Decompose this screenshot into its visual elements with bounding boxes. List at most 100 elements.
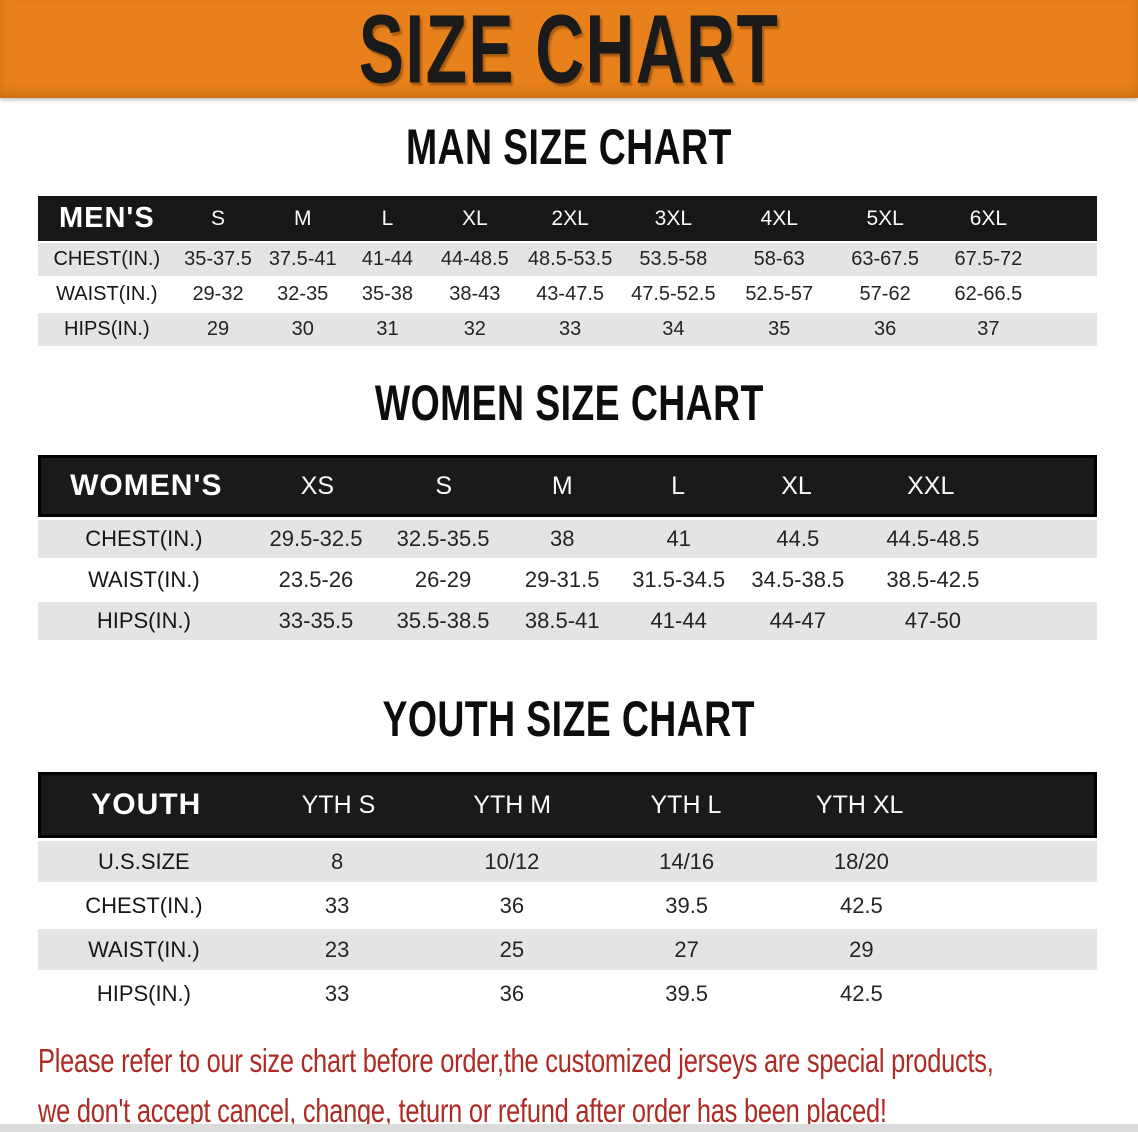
youth-hips-row: HIPS(IN.) 33 36 39.5 42.5 <box>38 973 1097 1014</box>
cell: 37.5-41 <box>268 248 337 270</box>
youth-size-chart-heading: YOUTH SIZE CHART <box>382 691 756 748</box>
row-label: U.S.SIZE <box>98 848 190 874</box>
cell: 47.5-52.5 <box>631 283 716 305</box>
men-waist-row: WAIST(IN.) 29-32 32-35 35-38 38-43 43-47… <box>38 278 1097 311</box>
women-size-header: S <box>435 471 453 500</box>
men-chest-row: CHEST(IN.) 35-37.5 37.5-41 41-44 44-48.5… <box>38 243 1097 276</box>
cell: 42.5 <box>839 980 883 1006</box>
men-size-header: M <box>293 206 312 230</box>
men-size-header: XL <box>461 206 488 230</box>
cell: 36 <box>499 892 525 918</box>
cell: 52.5-57 <box>745 283 814 305</box>
cell: 8 <box>331 848 344 874</box>
women-size-header: L <box>671 471 685 500</box>
cell: 23.5-26 <box>278 567 354 592</box>
cell: 35-37.5 <box>184 248 252 270</box>
cell: 44-48.5 <box>440 248 509 270</box>
youth-size-header: YTH XL <box>815 790 904 819</box>
cell: 63-67.5 <box>851 248 920 270</box>
page-title: SIZE CHART <box>358 0 780 104</box>
cell: 58-63 <box>753 248 805 270</box>
cell: 41 <box>666 526 691 551</box>
cell: 42.5 <box>839 892 883 918</box>
row-label: CHEST(IN.) <box>85 526 203 551</box>
women-size-header: XS <box>300 471 335 500</box>
youth-size-header: YTH M <box>473 790 552 819</box>
cell: 31 <box>376 318 399 340</box>
men-table-header-row: MEN'S S M L XL 2XL 3XL 4XL 5XL 6XL <box>38 196 1097 241</box>
cell: 57-62 <box>859 283 911 305</box>
cell: 38 <box>549 526 575 551</box>
cell: 31.5-34.5 <box>632 567 726 592</box>
men-table-label: MEN'S <box>58 202 155 234</box>
cell: 39.5 <box>665 892 709 918</box>
row-label: HIPS(IN.) <box>64 318 150 340</box>
women-size-header: XL <box>781 471 812 500</box>
cell: 38-43 <box>449 283 501 305</box>
women-chest-row: CHEST(IN.) 29.5-32.5 32.5-35.5 38 41 44.… <box>38 520 1097 558</box>
cell: 29.5-32.5 <box>269 526 363 551</box>
youth-table-header-row: YOUTH YTH S YTH M YTH L YTH XL <box>38 772 1097 838</box>
cell: 41-44 <box>361 248 414 270</box>
youth-table-label: YOUTH <box>91 788 202 821</box>
youth-size-header: YTH S <box>301 790 376 819</box>
cell: 23 <box>324 936 350 962</box>
row-label: HIPS(IN.) <box>96 980 191 1006</box>
cell: 29-32 <box>192 283 244 305</box>
women-table-header-row: WOMEN'S XS S M L XL XXL <box>38 455 1097 517</box>
cell: 29 <box>849 936 874 962</box>
cell: 44.5 <box>776 526 820 551</box>
cell: 34.5-38.5 <box>751 567 845 592</box>
row-label: WAIST(IN.) <box>88 936 200 962</box>
cell: 32.5-35.5 <box>396 526 490 551</box>
row-label: WAIST(IN.) <box>56 283 158 305</box>
cell: 27 <box>674 936 699 962</box>
youth-size-header: YTH L <box>650 790 722 819</box>
row-label: CHEST(IN.) <box>53 248 161 270</box>
cell: 53.5-58 <box>639 248 708 270</box>
cell: 37 <box>977 318 1000 340</box>
cell: 47-50 <box>904 608 961 633</box>
cell: 35 <box>768 318 791 340</box>
cell: 33-35.5 <box>278 608 354 633</box>
cell: 32-35 <box>277 283 329 305</box>
women-size-chart-heading: WOMEN SIZE CHART <box>374 375 764 432</box>
men-size-header: 4XL <box>760 206 798 230</box>
women-size-header: XXL <box>907 471 955 500</box>
cell: 33 <box>324 892 350 918</box>
men-size-header: 5XL <box>866 206 904 230</box>
youth-size-table: YOUTH YTH S YTH M YTH L YTH XL U.S.SIZE … <box>38 772 1097 1014</box>
cell: 18/20 <box>833 848 889 874</box>
cell: 38.5-42.5 <box>886 567 980 592</box>
cell: 44.5-48.5 <box>886 526 980 551</box>
cell: 38.5-41 <box>524 608 600 633</box>
cell: 36 <box>499 980 525 1006</box>
cell: 36 <box>874 318 897 340</box>
disclaimer-line-1: Please refer to our size chart before or… <box>38 1042 994 1079</box>
cell: 35-38 <box>361 283 414 305</box>
cell: 44-47 <box>769 608 826 633</box>
women-table-label: WOMEN'S <box>70 469 223 502</box>
women-hips-row: HIPS(IN.) 33-35.5 35.5-38.5 38.5-41 41-4… <box>38 602 1097 640</box>
men-hips-row: HIPS(IN.) 29 30 31 32 33 34 35 36 37 <box>38 313 1097 346</box>
men-size-header: S <box>211 206 226 230</box>
cell: 39.5 <box>665 980 709 1006</box>
men-size-header: L <box>381 206 394 230</box>
row-label: CHEST(IN.) <box>85 892 203 918</box>
cell: 41-44 <box>650 608 707 633</box>
cell: 62-66.5 <box>954 283 1023 305</box>
cell: 35.5-38.5 <box>396 608 490 633</box>
man-size-chart-heading: MAN SIZE CHART <box>406 119 732 176</box>
row-label: WAIST(IN.) <box>88 567 200 592</box>
cell: 25 <box>499 936 525 962</box>
cell: 29 <box>206 318 230 340</box>
cell: 43-47.5 <box>536 283 605 305</box>
men-size-header: 2XL <box>551 206 589 230</box>
women-size-header: M <box>551 471 573 500</box>
disclaimer: Please refer to our size chart before or… <box>38 1036 1134 1132</box>
women-waist-row: WAIST(IN.) 23.5-26 26-29 29-31.5 31.5-34… <box>38 561 1097 599</box>
disclaimer-line-2: we don't accept cancel, change, teturn o… <box>38 1092 887 1129</box>
cell: 67.5-72 <box>954 248 1023 270</box>
youth-waist-row: WAIST(IN.) 23 25 27 29 <box>38 929 1097 970</box>
